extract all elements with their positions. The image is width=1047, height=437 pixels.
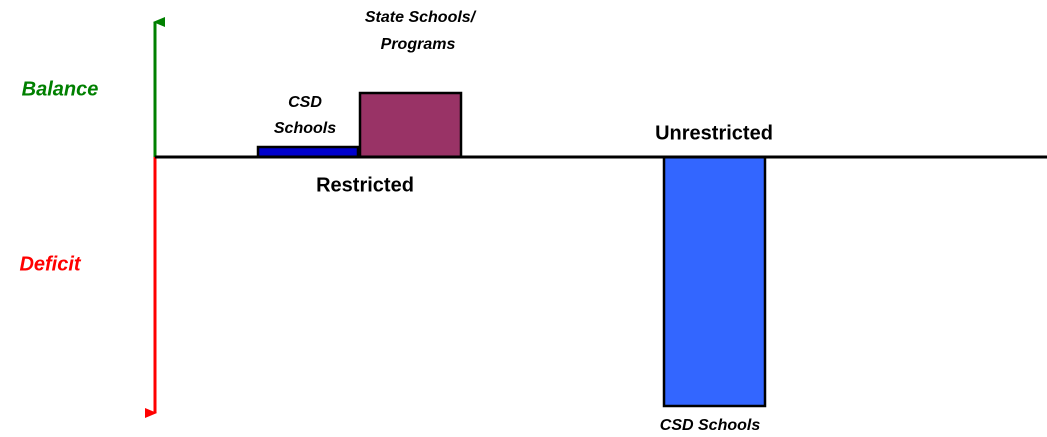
bar-label: Schools: [274, 120, 336, 137]
group-label: Unrestricted: [655, 122, 773, 144]
restricted-state-bar: [358, 91, 463, 159]
bar-label: CSD Schools: [660, 417, 761, 434]
deficit-label: Deficit: [19, 253, 81, 275]
bar-label: State Schools/: [365, 9, 477, 26]
bar-label: CSD: [288, 94, 322, 111]
balance-label: Balance: [22, 78, 99, 100]
unrestricted-csd-bar: [662, 155, 767, 408]
bar-label: Programs: [381, 36, 456, 53]
group-label: Restricted: [316, 174, 414, 196]
